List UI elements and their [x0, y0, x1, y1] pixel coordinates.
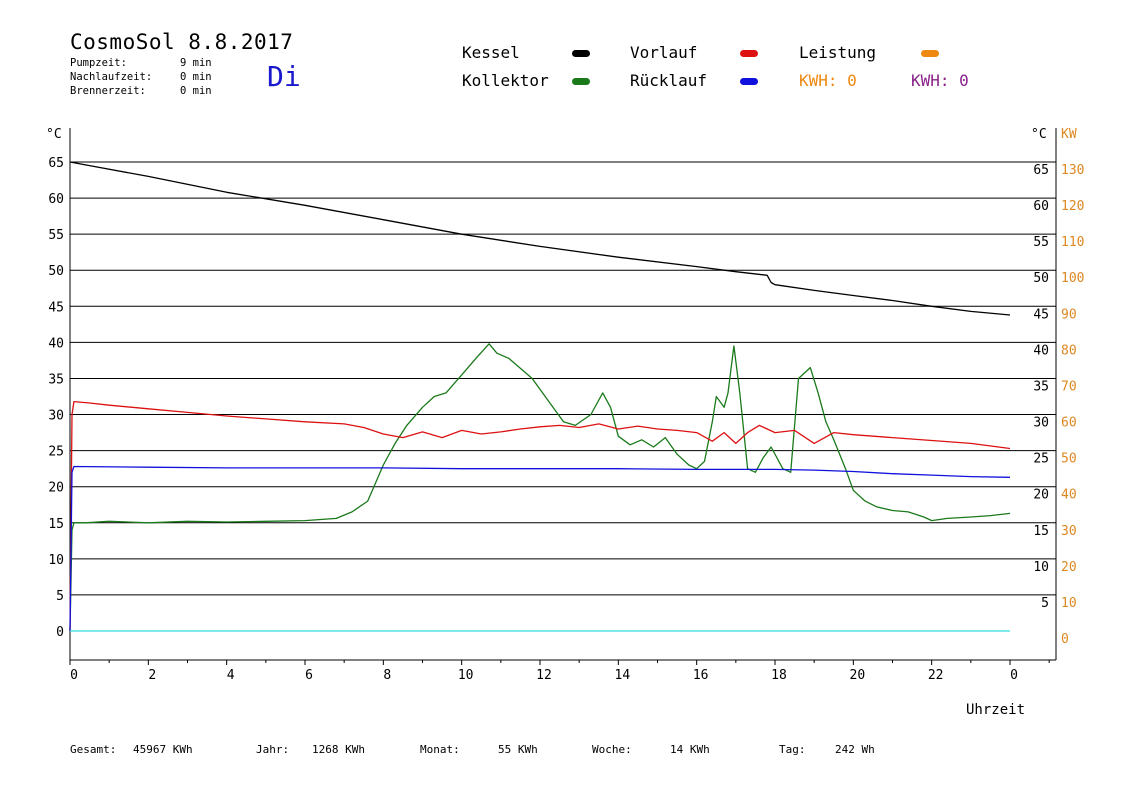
y-tick-right-temp: 50 [1033, 271, 1049, 286]
legend-kwh-purple: KWH: 0 [911, 71, 969, 90]
legend-swatch-kessel [572, 50, 590, 57]
chart-axes [69, 128, 1057, 661]
x-tick-label: 2 [148, 668, 156, 683]
y-tick-right-temp: 25 [1033, 452, 1049, 467]
y-tick-right-temp: 60 [1033, 199, 1049, 214]
y-tick-right-temp: 20 [1033, 488, 1049, 503]
footer-gesamt-label: Gesamt: [70, 743, 117, 756]
x-tick-label: 8 [383, 668, 391, 683]
y-tick-right-power: 0 [1061, 632, 1069, 647]
legend-kwh-orange: KWH: 0 [799, 71, 857, 90]
y-tick-right-temp: 45 [1033, 307, 1049, 322]
x-tick-label: 16 [693, 668, 709, 683]
y-tick-right-power: 50 [1061, 452, 1077, 467]
x-tick-label: 0 [1010, 668, 1018, 683]
y-tick-right-temp: 30 [1033, 416, 1049, 431]
y-tick-right-power: 10 [1061, 596, 1077, 611]
legend-label-leistung: Leistung [799, 43, 877, 62]
x-axis-label: Uhrzeit [966, 702, 1025, 718]
stat-nachlaufzeit-value: 0 min [180, 71, 212, 83]
stat-pumpzeit-value: 9 min [180, 57, 212, 69]
y-tick-right-power: 110 [1061, 235, 1084, 250]
y-tick-right-power: 70 [1061, 379, 1077, 394]
y-tick-right-power: 90 [1061, 307, 1077, 322]
y-tick-right-power: 80 [1061, 343, 1077, 358]
y-tick-left: 50 [48, 264, 64, 279]
y-tick-right-power: 20 [1061, 560, 1077, 575]
series-kessel-line [69, 161, 1011, 316]
chart-grid [70, 161, 1056, 596]
legend-label-kollektor: Kollektor [462, 71, 549, 90]
x-tick-label: 6 [305, 668, 313, 683]
y-tick-left: 65 [48, 156, 64, 171]
chart-ticks: 0510152025303540455055606551015202530354… [48, 156, 1084, 683]
y-tick-right-temp: 10 [1033, 560, 1049, 575]
y-tick-right-temp: 40 [1033, 343, 1049, 358]
x-tick-label: 18 [771, 668, 787, 683]
legend-swatch-vorlauf [740, 50, 758, 57]
footer-jahr-label: Jahr: [256, 743, 290, 756]
y-tick-left: 35 [48, 372, 64, 387]
legend-label-vorlauf: Vorlauf [630, 43, 698, 62]
y-tick-left: 55 [48, 228, 64, 243]
chart-series [69, 161, 1011, 632]
y-tick-right-power: 100 [1061, 271, 1084, 286]
y-tick-right-temp: 5 [1041, 596, 1049, 611]
footer-monat-label: Monat: [420, 743, 460, 756]
y-tick-left: 45 [48, 300, 64, 315]
stat-brennerzeit-value: 0 min [180, 85, 212, 97]
y-tick-left: 0 [56, 625, 64, 640]
y-tick-left: 60 [48, 192, 64, 207]
x-tick-label: 20 [850, 668, 866, 683]
y-tick-left: 30 [48, 409, 64, 424]
x-tick-label: 22 [928, 668, 944, 683]
weekday-label: Di [267, 60, 301, 93]
y-tick-right-temp: 15 [1033, 524, 1049, 539]
footer-jahr-value: 1268 KWh [312, 743, 365, 756]
y-tick-right-power: 60 [1061, 416, 1077, 431]
page-title: CosmoSol 8.8.2017 [70, 30, 294, 54]
y-tick-right-power: 30 [1061, 524, 1077, 539]
x-tick-label: 10 [458, 668, 474, 683]
y-axis-label-right-power: KW [1061, 127, 1077, 142]
footer-tag-label: Tag: [779, 743, 806, 756]
stat-pumpzeit-label: Pumpzeit: [70, 57, 127, 69]
legend-label-ruecklauf: Rücklauf [630, 71, 708, 90]
footer-woche-value: 14 KWh [670, 743, 710, 756]
y-tick-right-power: 120 [1061, 199, 1084, 214]
y-axis-label-left: °C [46, 127, 62, 142]
y-tick-left: 40 [48, 336, 64, 351]
y-tick-left: 15 [48, 517, 64, 532]
series-r-cklauf-line [69, 465, 1011, 632]
footer-woche-label: Woche: [592, 743, 632, 756]
y-tick-left: 20 [48, 481, 64, 496]
x-tick-label: 12 [536, 668, 552, 683]
x-tick-label: 14 [615, 668, 631, 683]
y-tick-right-temp: 55 [1033, 235, 1049, 250]
legend-label-kessel: Kessel [462, 43, 520, 62]
y-tick-left: 10 [48, 553, 64, 568]
x-tick-label: 4 [227, 668, 235, 683]
y-tick-right-power: 40 [1061, 488, 1077, 503]
legend-swatch-leistung [921, 50, 939, 57]
series-kollektor-line [69, 343, 1011, 632]
footer-gesamt-value: 45967 KWh [133, 743, 193, 756]
stat-nachlaufzeit-label: Nachlaufzeit: [70, 71, 153, 83]
y-tick-right-temp: 35 [1033, 379, 1049, 394]
footer-tag-value: 242 Wh [835, 743, 875, 756]
legend-swatch-kollektor [572, 78, 590, 85]
x-tick-label: 0 [70, 668, 78, 683]
legend-swatch-ruecklauf [740, 78, 758, 85]
y-tick-right-power: 130 [1061, 163, 1084, 178]
stat-brennerzeit-label: Brennerzeit: [70, 85, 146, 97]
y-axis-label-right-temp: °C [1031, 127, 1047, 142]
y-tick-left: 25 [48, 445, 64, 460]
series-vorlauf-line [69, 400, 1011, 632]
y-tick-right-temp: 65 [1033, 163, 1049, 178]
footer-monat-value: 55 KWh [498, 743, 538, 756]
y-tick-left: 5 [56, 589, 64, 604]
